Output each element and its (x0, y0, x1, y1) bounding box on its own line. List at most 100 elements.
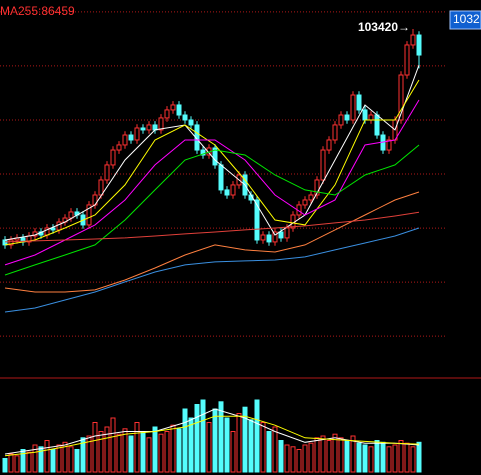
candle-body (170, 104, 176, 111)
volume-bar (296, 449, 302, 473)
last-price-label: 1032 (453, 12, 480, 26)
candle-body (164, 109, 170, 119)
volume-bar (230, 431, 236, 473)
volume-bar (116, 433, 122, 473)
volume-bar (224, 417, 230, 473)
volume-bar (350, 435, 356, 473)
volume-bar (86, 435, 92, 473)
ma-line (4, 79, 420, 246)
volume-bar (128, 435, 134, 473)
candle-body (416, 34, 422, 56)
candle-body (224, 189, 230, 196)
volume-bar (56, 444, 62, 473)
candle-body (176, 104, 182, 116)
volume-bar (98, 431, 104, 473)
candle-body (218, 164, 224, 191)
volume-bar (404, 442, 410, 473)
candle-body (356, 94, 362, 111)
volume-bar (2, 458, 8, 473)
candle-body (308, 194, 314, 201)
volume-bar (302, 444, 308, 473)
volume-bar (188, 417, 194, 473)
volume-bar (50, 449, 56, 473)
candle-body (332, 124, 338, 141)
volume-bar (260, 422, 266, 473)
candle-body (410, 34, 416, 46)
volume-bar (110, 417, 116, 473)
volume-bar (176, 428, 182, 473)
candle-body (272, 231, 278, 243)
candle-body (398, 74, 404, 121)
volume-bar (92, 422, 98, 473)
candle-body (374, 114, 380, 136)
volume-bar (362, 444, 368, 473)
candle-body (200, 149, 206, 156)
candle-body (182, 114, 188, 121)
volume-bar (398, 440, 404, 473)
candle-body (284, 227, 290, 239)
ma-legend: MA255:86459 (0, 4, 75, 18)
candle-body (50, 227, 56, 231)
candle-body (104, 164, 110, 181)
volume-bar (26, 451, 32, 473)
candle-body (338, 114, 344, 126)
volume-bar (254, 399, 260, 473)
ma-line (4, 144, 420, 276)
volume-bar (134, 422, 140, 473)
volume-bar (266, 431, 272, 473)
volume-bar (8, 453, 14, 473)
candle-body (116, 144, 122, 151)
candle-body (110, 149, 116, 166)
volume-bar (146, 437, 152, 473)
candle-body (140, 127, 146, 131)
volume-bar (320, 435, 326, 473)
candle-body (260, 234, 266, 241)
candle-body (230, 184, 236, 196)
last-price-box (449, 10, 481, 30)
volume-bar (368, 446, 374, 473)
candle-body (146, 124, 152, 131)
ma-line (4, 415, 420, 457)
volume-bar (32, 444, 38, 473)
candle-body (386, 139, 392, 151)
candle-body (212, 147, 218, 166)
volume-bar (164, 431, 170, 473)
volume-bar (308, 442, 314, 473)
candle-body (68, 211, 74, 219)
candle-body (278, 231, 284, 239)
volume-bar (62, 441, 68, 473)
volume-bar (278, 440, 284, 473)
volume-bar (314, 437, 320, 473)
volume-bar (386, 446, 392, 473)
volume-bar (20, 449, 26, 473)
volume-bar (374, 440, 380, 473)
volume-bar (272, 426, 278, 473)
volume-bar (338, 437, 344, 473)
candle-body (302, 199, 308, 206)
candle-body (122, 134, 128, 146)
volume-bar (236, 413, 242, 473)
volume-bar (356, 442, 362, 473)
ma-line (4, 211, 420, 243)
ma-line (4, 99, 420, 266)
volume-bar (170, 424, 176, 473)
volume-bar (182, 408, 188, 473)
volume-bar (122, 428, 128, 473)
volume-bar (326, 440, 332, 473)
volume-bar (284, 444, 290, 473)
candle-body (188, 119, 194, 126)
volume-bar (158, 433, 164, 473)
volume-bar (200, 399, 206, 473)
candle-body (254, 199, 260, 241)
volume-bar (38, 446, 44, 473)
volume-bar (74, 449, 80, 473)
candle-body (362, 109, 368, 121)
candle-body (350, 94, 356, 121)
candle-body (368, 114, 374, 121)
volume-bar (152, 426, 158, 473)
high-annotation: 103420→ (358, 20, 410, 34)
volume-bar (290, 446, 296, 473)
candle-body (326, 139, 332, 151)
volume-bar (14, 455, 20, 473)
